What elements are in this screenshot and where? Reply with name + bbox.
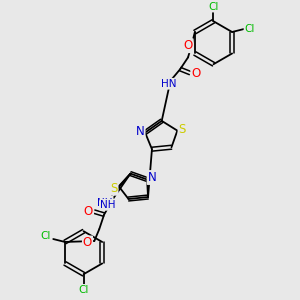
Text: NH: NH [100, 200, 116, 210]
Text: O: O [183, 39, 193, 52]
Text: O: O [84, 205, 93, 218]
Text: S: S [110, 182, 118, 195]
Text: Cl: Cl [208, 2, 219, 12]
Text: Cl: Cl [40, 231, 51, 241]
Text: Cl: Cl [244, 24, 255, 34]
Text: O: O [83, 236, 92, 249]
Text: N: N [148, 171, 156, 184]
Text: HN: HN [161, 79, 176, 89]
Text: Cl: Cl [78, 285, 89, 295]
Text: NH: NH [97, 198, 113, 208]
Text: S: S [178, 123, 186, 136]
Text: O: O [191, 67, 200, 80]
Text: N: N [136, 125, 145, 138]
